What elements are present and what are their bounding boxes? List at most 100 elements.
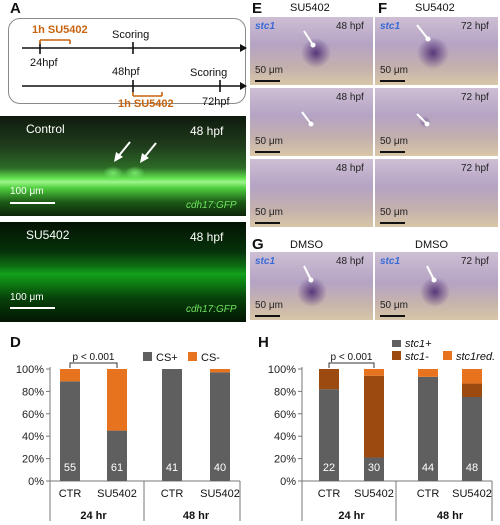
timeline-upper-scoring: Scoring xyxy=(112,29,150,41)
scale-label: 50 μm xyxy=(380,136,408,147)
su5402-marker: cdh17:GFP xyxy=(186,304,237,315)
x-category-label: CTR xyxy=(161,488,184,500)
y-tick-label: 60% xyxy=(22,409,44,421)
group-label: 24 hr xyxy=(80,510,107,522)
su5402-time: 48 hpf xyxy=(190,230,224,244)
legend-swatch xyxy=(392,351,401,360)
y-tick-label: 40% xyxy=(22,431,44,443)
timeline-lower-treatment: 1h SU5402 xyxy=(118,98,174,110)
time-label: 72 hpf xyxy=(461,21,489,32)
panel-g-right-condition: DMSO xyxy=(415,239,448,251)
panel-g-label: G xyxy=(252,236,264,253)
legend-swatch xyxy=(392,340,401,347)
arrow-icon xyxy=(416,24,429,40)
y-tick-label: 80% xyxy=(274,386,296,398)
bar-ctr-0-cs xyxy=(60,381,80,481)
significance-bracket xyxy=(328,362,375,368)
timeline-lower-48hpf: 48hpf xyxy=(112,66,140,78)
bar-count-label: 44 xyxy=(422,462,434,474)
group-label: 24 hr xyxy=(338,510,365,522)
ish-image-g-right: stc1 72 hpf 50 μm xyxy=(375,252,498,320)
bar-count-label: 30 xyxy=(368,462,380,474)
bar-ctr-0-stc1 xyxy=(319,389,339,481)
gene-label: stc1 xyxy=(380,256,401,267)
legend-label: stc1+ xyxy=(405,340,432,350)
bar-su5402-1-stc1 xyxy=(364,457,384,481)
ish-image-f-3: 72 hpf 50 μm xyxy=(375,159,498,227)
ish-image-f-2: 72 hpf 50 μm xyxy=(375,88,498,156)
bar-ctr-0-cs xyxy=(60,369,80,382)
panel-a-label: A xyxy=(10,0,21,17)
legend-swatch xyxy=(188,352,197,361)
control-time: 48 hpf xyxy=(190,124,224,138)
timeline-box xyxy=(8,18,246,104)
x-category-label: SU5402 xyxy=(97,488,137,500)
arrow-icon xyxy=(426,265,435,281)
group-label: 48 hr xyxy=(437,510,464,522)
fluorescence-image-control: Control 48 hpf 100 μm cdh17:GFP xyxy=(0,116,246,216)
bar-count-label: 40 xyxy=(214,462,226,474)
time-label: 72 hpf xyxy=(461,256,489,267)
legend-label: CS- xyxy=(201,352,220,364)
bar-count-label: 48 xyxy=(466,462,478,474)
bar-su5402-3-stc1 xyxy=(462,397,482,481)
panel-d-label: D xyxy=(10,334,21,351)
control-scale: 100 μm xyxy=(10,186,44,197)
panel-f-label: F xyxy=(378,0,388,17)
p-value-annotation: p < 0.001 xyxy=(331,352,373,363)
gene-label: stc1 xyxy=(255,256,276,267)
timeline-lower-scoring: Scoring xyxy=(190,67,228,79)
legend-swatch xyxy=(443,351,452,360)
x-category-label: CTR xyxy=(59,488,82,500)
su5402-label: SU5402 xyxy=(26,228,70,242)
gene-label: stc1 xyxy=(380,21,401,32)
y-tick-label: 0% xyxy=(280,476,296,488)
scale-label: 50 μm xyxy=(255,136,283,147)
bar-su5402-1-cs xyxy=(107,430,127,481)
scale-label: 50 μm xyxy=(380,65,408,76)
control-label: Control xyxy=(26,122,65,136)
group-label: 48 hr xyxy=(183,510,210,522)
bar-su5402-3-cs xyxy=(210,369,230,373)
panel-e-label: E xyxy=(252,0,263,17)
x-category-label: CTR xyxy=(417,488,440,500)
arrows-control xyxy=(10,141,157,204)
y-tick-label: 60% xyxy=(274,409,296,421)
bar-count-label: 41 xyxy=(166,462,178,474)
timeline-upper-treatment: 1h SU5402 xyxy=(32,24,88,36)
scale-label: 50 μm xyxy=(255,207,283,218)
time-label: 48 hpf xyxy=(336,256,364,267)
timeline-upper-24hpf: 24hpf xyxy=(30,57,58,69)
fluorescence-image-su5402: SU5402 48 hpf 100 μm cdh17:GFP xyxy=(0,222,246,322)
scale-label: 50 μm xyxy=(255,300,283,311)
ish-image-e-3: 48 hpf 50 μm xyxy=(250,159,373,227)
panel-g-left-condition: DMSO xyxy=(290,239,323,251)
bar-su5402-1-stc1red xyxy=(364,369,384,376)
bar-su5402-3-stc1 xyxy=(462,383,482,397)
scale-line-su5402 xyxy=(10,307,55,309)
significance-bracket xyxy=(69,362,118,368)
bar-count-label: 22 xyxy=(323,462,335,474)
chart-d: 0% 20% 40% 60% 80% 100% 55 CTR 61 SU5402 41 CTR 40 SU… xyxy=(16,352,241,522)
ish-image-e-1: stc1 48 hpf 50 μm xyxy=(250,17,373,85)
control-marker: cdh17:GFP xyxy=(186,200,237,211)
x-category-label: SU5402 xyxy=(354,488,394,500)
x-category-label: CTR xyxy=(318,488,341,500)
bar-ctr-2-stc1red xyxy=(418,369,438,377)
time-label: 48 hpf xyxy=(336,92,364,103)
legend-swatch xyxy=(143,352,152,361)
arrow-icon xyxy=(303,265,312,281)
bar-su5402-1-stc1 xyxy=(364,375,384,458)
y-tick-label: 20% xyxy=(22,454,44,466)
y-tick-label: 40% xyxy=(274,431,296,443)
bar-su5402-3-stc1red xyxy=(462,369,482,384)
y-tick-label: 0% xyxy=(28,476,44,488)
timeline-drawing xyxy=(22,39,247,97)
panel-e-condition: SU5402 xyxy=(290,2,330,14)
bar-su5402-1-cs xyxy=(107,369,127,431)
ish-image-g-left: stc1 48 hpf 50 μm xyxy=(250,252,373,320)
su5402-scale: 100 μm xyxy=(10,292,44,303)
scale-label: 50 μm xyxy=(255,65,283,76)
y-tick-label: 100% xyxy=(268,364,296,376)
bar-ctr-2-cs xyxy=(162,369,182,481)
